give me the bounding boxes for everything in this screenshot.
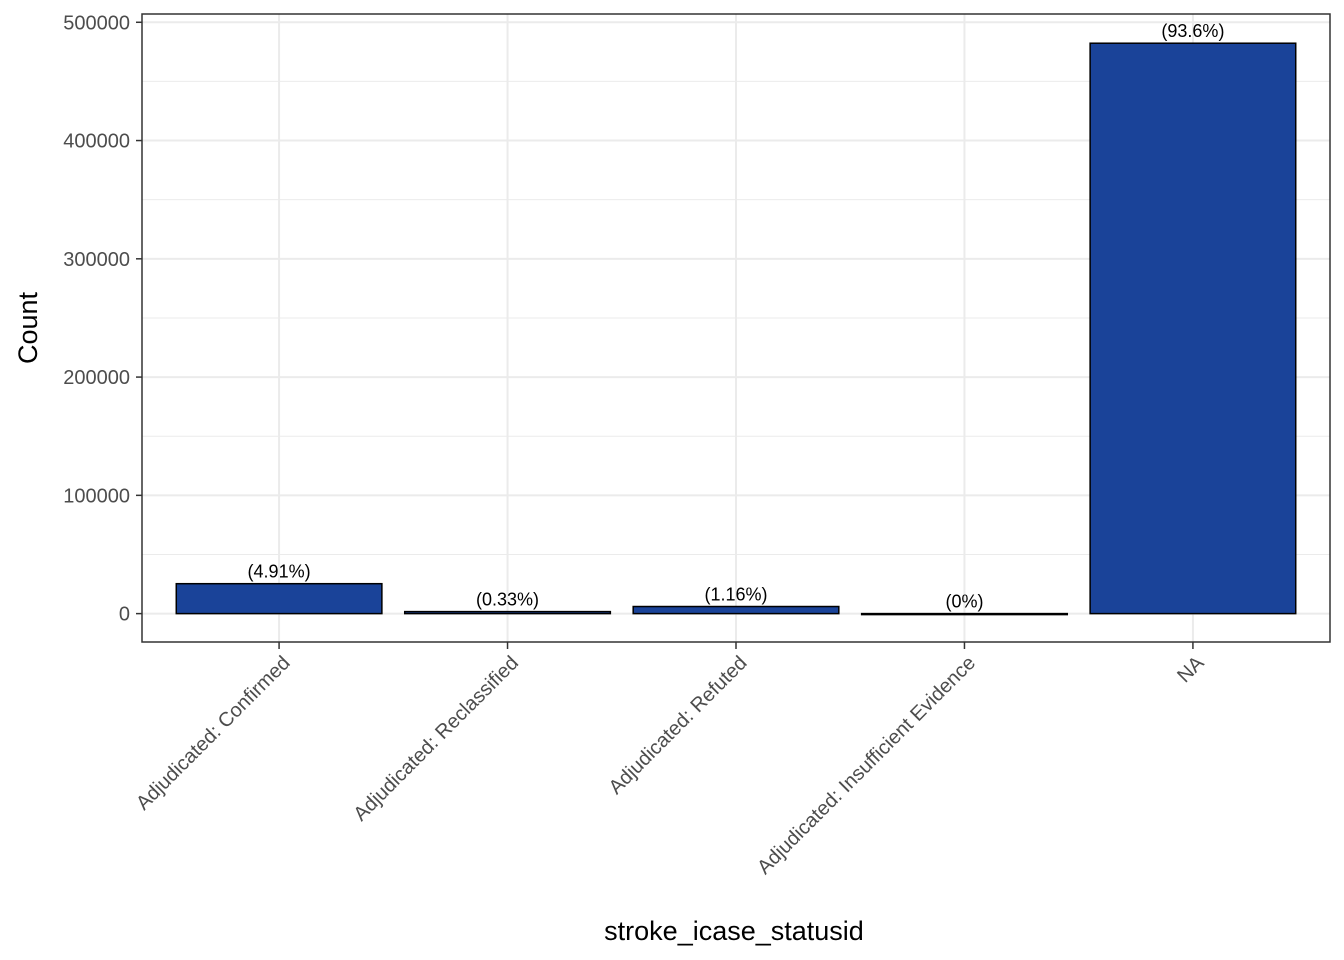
y-tick-label: 200000 bbox=[63, 367, 130, 389]
bar bbox=[1089, 42, 1297, 615]
x-tick-label: Adjudicated: Insufficient Evidence bbox=[753, 652, 980, 879]
x-tick-label: Adjudicated: Reclassified bbox=[350, 652, 524, 826]
bar bbox=[403, 610, 612, 615]
bar-data-label: (1.16%) bbox=[704, 585, 767, 605]
y-tick-label: 300000 bbox=[63, 249, 130, 271]
y-tick-label: 100000 bbox=[63, 485, 130, 507]
bar-data-label: (93.6%) bbox=[1161, 21, 1224, 41]
y-axis-title: Count bbox=[13, 291, 43, 364]
bar-labels: (4.91%) (0.33%) (1.16%) (0%) (93.6%) bbox=[248, 21, 1225, 611]
bar bbox=[632, 605, 840, 615]
y-tick-label: 400000 bbox=[63, 131, 130, 153]
bar-data-label: (4.91%) bbox=[248, 562, 311, 582]
x-axis-title: stroke_icase_statusid bbox=[604, 916, 864, 946]
x-axis: Adjudicated: Confirmed Adjudicated: Recla… bbox=[132, 642, 1209, 879]
bar bbox=[860, 612, 1069, 616]
x-tick-label: Adjudicated: Confirmed bbox=[132, 652, 295, 815]
y-tick-label: 500000 bbox=[63, 12, 130, 34]
bar-data-label: (0.33%) bbox=[476, 590, 539, 610]
bar-data-label: (0%) bbox=[945, 592, 983, 612]
bars bbox=[175, 42, 1297, 616]
x-tick-label: Adjudicated: Refuted bbox=[605, 652, 752, 799]
y-axis: 0 100000 200000 300000 400000 500000 bbox=[63, 12, 142, 626]
bar bbox=[175, 582, 383, 615]
y-tick-label: 0 bbox=[119, 604, 130, 626]
x-tick-label: NA bbox=[1173, 652, 1209, 688]
